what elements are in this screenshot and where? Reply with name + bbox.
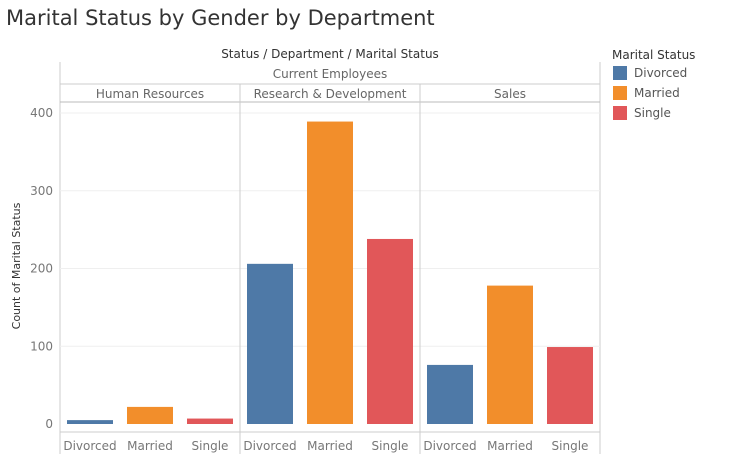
- bar: [367, 238, 413, 424]
- panel-header: Human Resources: [96, 87, 204, 101]
- x-tick-label: Married: [487, 439, 533, 453]
- status-group-header: Current Employees: [273, 67, 388, 81]
- x-tick-label: Married: [127, 439, 173, 453]
- bar: [427, 364, 473, 424]
- y-tick-label: 0: [45, 417, 53, 431]
- legend-item-label: Single: [634, 106, 671, 120]
- x-tick-label: Single: [192, 439, 229, 453]
- bar: [547, 347, 593, 424]
- legend-item-label: Divorced: [634, 66, 687, 80]
- x-tick-label: Divorced: [423, 439, 476, 453]
- x-tick-label: Divorced: [243, 439, 296, 453]
- x-tick-label: Single: [552, 439, 589, 453]
- bar: [487, 285, 533, 424]
- x-tick-label: Single: [372, 439, 409, 453]
- y-tick-label: 400: [30, 106, 53, 120]
- bar: [67, 420, 113, 424]
- y-tick-label: 300: [30, 184, 53, 198]
- bar: [247, 263, 293, 424]
- panel-header: Research & Development: [254, 87, 407, 101]
- legend-swatch: [613, 106, 627, 120]
- x-tick-label: Married: [307, 439, 353, 453]
- legend-swatch: [613, 86, 627, 100]
- legend-title: Marital Status: [612, 48, 695, 62]
- y-axis-label: Count of Marital Status: [10, 202, 23, 329]
- y-tick-label: 100: [30, 339, 53, 353]
- bar: [307, 121, 353, 425]
- legend-swatch: [613, 66, 627, 80]
- y-tick-label: 200: [30, 262, 53, 276]
- bar: [187, 418, 233, 424]
- panel-header: Sales: [494, 87, 526, 101]
- column-header: Status / Department / Marital Status: [221, 47, 439, 61]
- bar: [127, 406, 173, 424]
- x-tick-label: Divorced: [63, 439, 116, 453]
- legend-item-label: Married: [634, 86, 680, 100]
- chart-title: Marital Status by Gender by Department: [6, 6, 435, 30]
